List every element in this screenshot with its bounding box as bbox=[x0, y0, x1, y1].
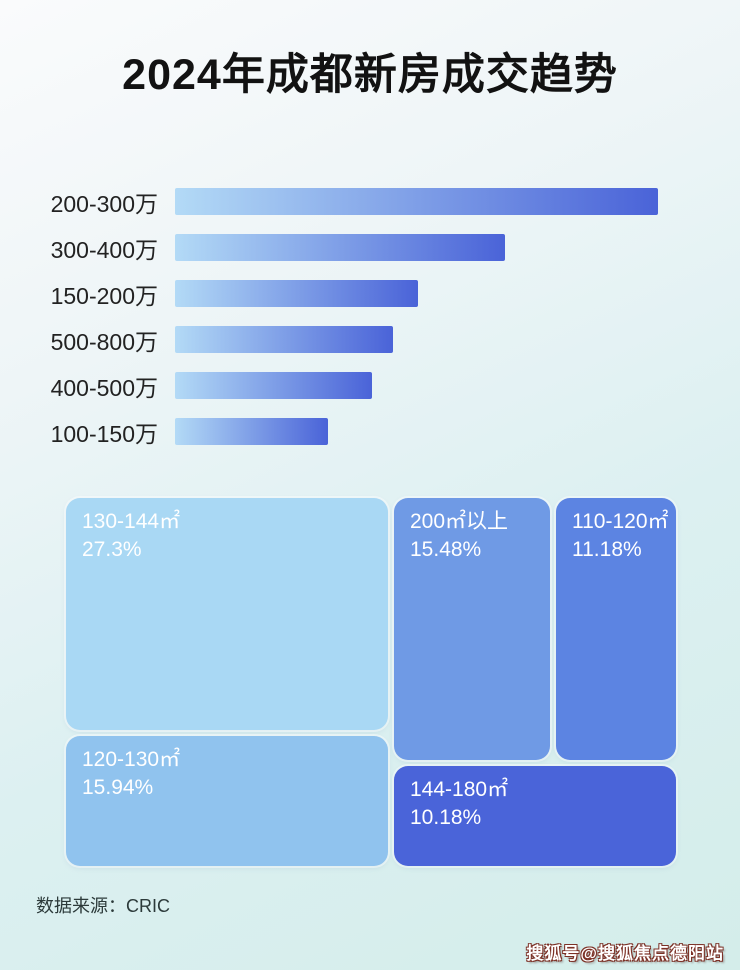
bar-category-label: 500-800万 bbox=[50, 328, 158, 355]
treemap-cell-label: 110-120㎡ bbox=[572, 510, 669, 533]
bar bbox=[175, 234, 505, 261]
area-size-treemap: 130-144㎡ 27.3% 120-130㎡ 15.94% 200㎡以上 15… bbox=[66, 498, 676, 866]
bar-category-label: 400-500万 bbox=[50, 374, 158, 401]
bar-track bbox=[175, 234, 658, 261]
treemap-cell-value: 15.48% bbox=[410, 538, 482, 562]
treemap-cell: 200㎡以上 15.48% bbox=[394, 498, 550, 760]
bar bbox=[175, 326, 393, 353]
bar-track bbox=[175, 372, 658, 399]
price-range-bar-chart: 200-300万 300-400万 150-200万 500-800万 400-… bbox=[0, 188, 740, 464]
bar-row: 500-800万 bbox=[0, 326, 740, 355]
bar bbox=[175, 372, 373, 399]
bar-row: 200-300万 bbox=[0, 188, 740, 217]
treemap-cell: 144-180㎡ 10.18% bbox=[394, 766, 676, 866]
treemap-cell-value: 27.3% bbox=[82, 538, 142, 562]
treemap-cell: 120-130㎡ 15.94% bbox=[66, 736, 388, 866]
treemap-cell-value: 11.18% bbox=[572, 538, 642, 562]
bar-category-label: 100-150万 bbox=[50, 420, 158, 447]
treemap-cell-value: 10.18% bbox=[410, 806, 482, 830]
bar bbox=[175, 188, 658, 215]
bar-row: 100-150万 bbox=[0, 418, 740, 447]
bar-category-label: 200-300万 bbox=[50, 190, 158, 217]
bar-track bbox=[175, 326, 658, 353]
treemap-cell: 110-120㎡ 11.18% bbox=[556, 498, 676, 760]
bar-category-label: 150-200万 bbox=[50, 282, 158, 309]
bar-track bbox=[175, 418, 658, 445]
treemap-cell-label: 200㎡以上 bbox=[410, 510, 509, 533]
treemap-cell-value: 15.94% bbox=[82, 776, 154, 800]
treemap-cell-label: 144-180㎡ bbox=[410, 778, 509, 801]
treemap-cell-label: 130-144㎡ bbox=[82, 510, 181, 533]
bar-track bbox=[175, 280, 658, 307]
bar-row: 400-500万 bbox=[0, 372, 740, 401]
bar-row: 150-200万 bbox=[0, 280, 740, 309]
treemap-cell-label: 120-130㎡ bbox=[82, 748, 181, 771]
bar bbox=[175, 418, 329, 445]
bar-track bbox=[175, 188, 658, 215]
sohu-watermark: 搜狐号@搜狐焦点德阳站 bbox=[526, 944, 724, 963]
page-title: 2024年成都新房成交趋势 bbox=[122, 51, 618, 99]
data-source-note: 数据来源：CRIC bbox=[36, 896, 170, 916]
treemap-cell: 130-144㎡ 27.3% bbox=[66, 498, 388, 730]
bar-category-label: 300-400万 bbox=[50, 236, 158, 263]
bar bbox=[175, 280, 418, 307]
bar-row: 300-400万 bbox=[0, 234, 740, 263]
